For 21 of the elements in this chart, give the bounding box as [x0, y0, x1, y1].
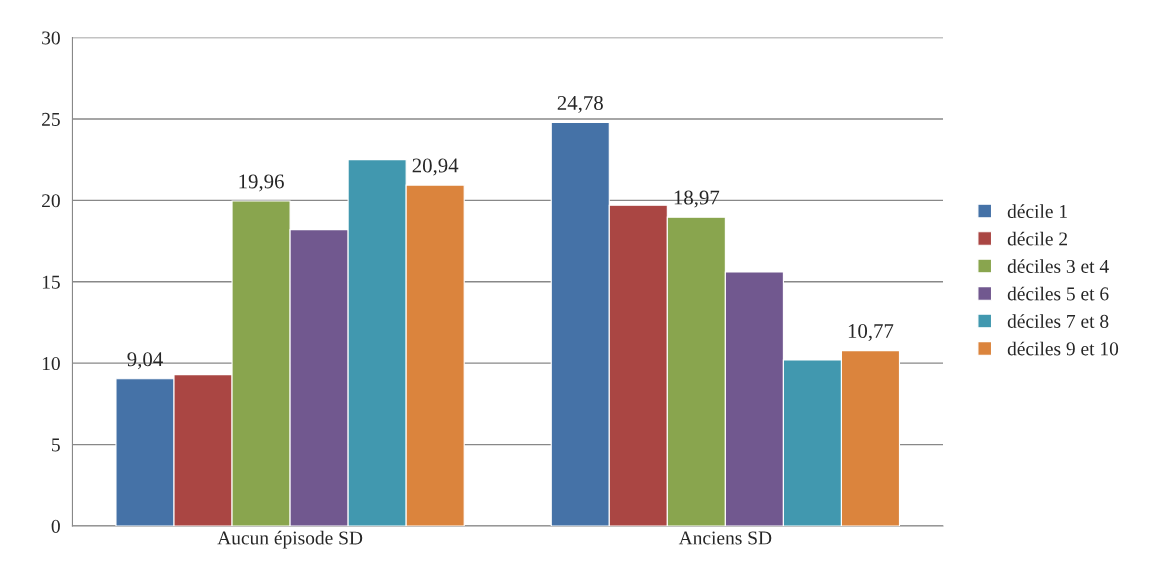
- legend-label: déciles 3 et 4: [1007, 259, 1109, 273]
- x-tick-label: Anciens SD: [678, 531, 772, 545]
- data-label: 20,94: [412, 158, 459, 176]
- legend-label: déciles 7 et 8: [1007, 314, 1109, 328]
- y-tick-label: 25: [42, 112, 60, 126]
- legend-label: décile 1: [1007, 204, 1067, 219]
- data-label: 10,77: [848, 324, 894, 342]
- legend-label: déciles 9 et 10: [1007, 341, 1119, 356]
- legend-label: décile 2: [1007, 231, 1068, 246]
- y-tick-label: 10: [42, 356, 60, 371]
- y-tick-label: 0: [51, 519, 60, 533]
- y-tick-label: 30: [42, 31, 60, 45]
- y-tick-label: 15: [42, 275, 60, 289]
- data-label: 24,78: [557, 95, 603, 113]
- data-label: 9,04: [127, 352, 163, 370]
- y-tick-label: 5: [52, 438, 60, 452]
- y-tick-label: 20: [42, 194, 60, 208]
- x-tick-label: Aucun épisode SD: [217, 530, 363, 549]
- legend-label: déciles 5 et 6: [1007, 286, 1109, 301]
- data-label: 19,96: [239, 174, 284, 192]
- data-label: 18,97: [674, 190, 720, 208]
